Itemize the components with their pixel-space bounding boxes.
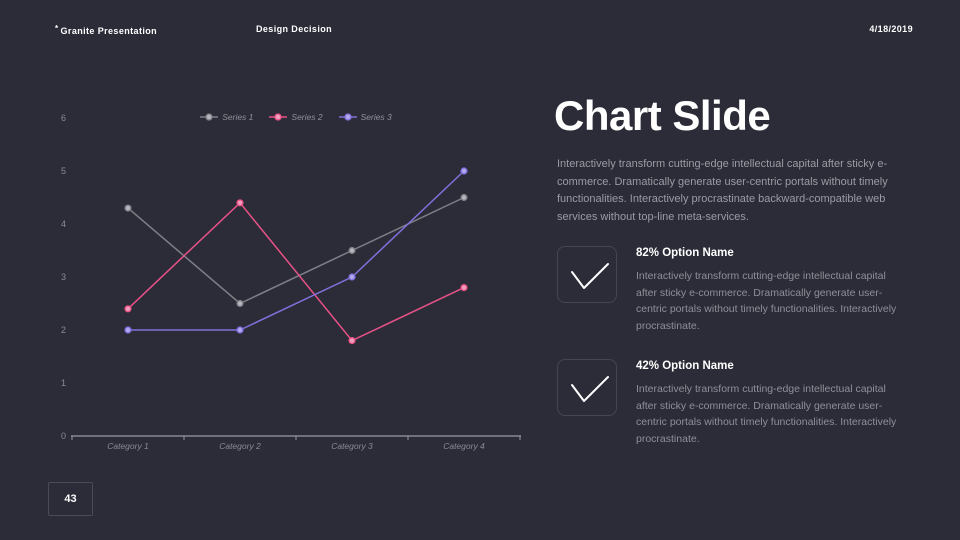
brand-label: * Granite Presentation: [55, 24, 157, 36]
y-axis-label: 3: [60, 271, 66, 282]
option-body: Interactively transform cutting-edge int…: [636, 270, 897, 332]
legend-item: Series 3: [338, 112, 392, 122]
x-axis-label: Category 2: [219, 441, 261, 451]
page-title: Chart Slide: [554, 92, 771, 139]
x-axis-label: Category 3: [331, 441, 373, 451]
legend-item: Series 2: [269, 112, 323, 122]
legend-label: Series 1: [222, 112, 254, 122]
page-number: 43: [64, 493, 77, 505]
y-axis-label: 0: [60, 430, 66, 441]
y-axis-label: 2: [60, 324, 66, 335]
slide-description: Interactively transform cutting-edge int…: [557, 158, 888, 223]
option-block-1: 82% Option Name Interactively transform …: [557, 246, 907, 334]
section-label: Design Decision: [256, 24, 333, 34]
legend-label: Series 2: [291, 112, 323, 122]
checkmark-icon: [557, 246, 617, 303]
date-label: 4/18/2019: [869, 24, 913, 34]
legend-marker-icon: [269, 113, 288, 121]
x-axis-label: Category 4: [443, 441, 485, 451]
legend-marker-icon: [200, 113, 219, 121]
y-axis-label: 6: [60, 112, 66, 123]
legend-marker-icon: [338, 113, 357, 121]
y-axis-label: 5: [60, 165, 66, 176]
y-axis-label: 1: [60, 377, 66, 388]
option-block-2: 42% Option Name Interactively transform …: [557, 359, 907, 447]
y-axis-label: 4: [60, 218, 66, 229]
page-number-box: 43: [48, 482, 93, 516]
option-heading: 82% Option Name: [636, 247, 734, 259]
x-axis-label: Category 1: [107, 441, 149, 451]
brand-text: Granite Presentation: [60, 26, 158, 36]
checkmark-icon: [557, 359, 617, 416]
option-heading: 42% Option Name: [636, 360, 734, 372]
legend-label: Series 3: [360, 112, 392, 122]
option-body: Interactively transform cutting-edge int…: [636, 383, 897, 445]
brand-asterisk-icon: *: [55, 24, 59, 33]
chart-legend: Series 1 Series 2 Series 3: [72, 112, 520, 122]
legend-item: Series 1: [200, 112, 253, 122]
